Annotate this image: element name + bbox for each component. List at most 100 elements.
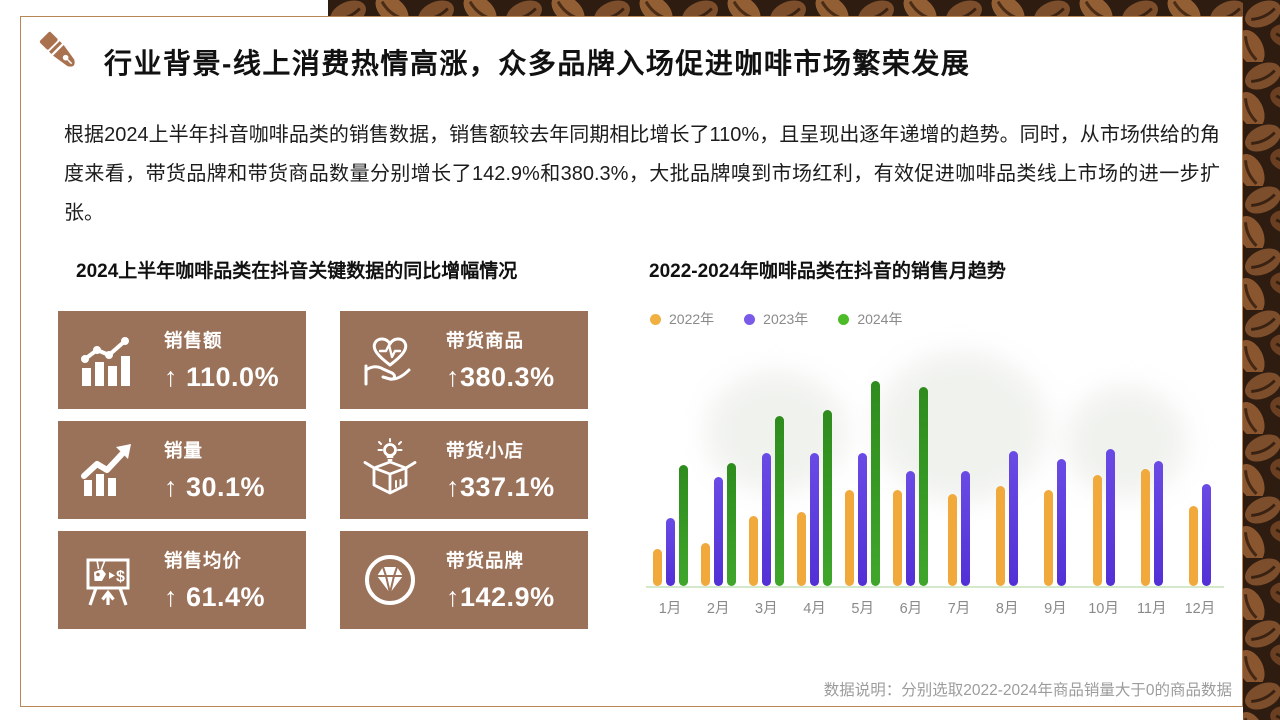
stat-value: ↑ 30.1%: [164, 472, 266, 502]
x-axis-label-8月: 8月: [995, 601, 1019, 617]
chart-section-heading: 2022-2024年咖啡品类在抖音的销售月趋势: [649, 261, 1006, 282]
chart-bar-2024年-3月: [774, 416, 784, 586]
chart-bar-2023年-2月: [713, 477, 723, 586]
chart-bar-2023年-5月: [858, 453, 868, 586]
stat-label: 带货商品: [446, 330, 525, 351]
bar-group-7月: [937, 471, 981, 586]
chart-bar-2023年-11月: [1153, 461, 1163, 586]
chart-bar-2022年-5月: [845, 490, 855, 586]
x-axis-label-12月: 12月: [1184, 601, 1216, 617]
stat-card-shops: 带货小店 ↑337.1%: [340, 421, 588, 519]
x-axis-label-5月: 5月: [851, 601, 874, 617]
chart-bar-2022年-6月: [893, 490, 903, 586]
stat-value: ↑142.9%: [446, 582, 555, 612]
chart-bar-2023年-1月: [665, 518, 675, 586]
legend-label: 2024年: [857, 311, 903, 327]
legend-label: 2022年: [669, 311, 715, 327]
stat-label: 销售额: [164, 330, 223, 351]
data-footnote: 数据说明：分别选取2022-2024年商品销量大于0的商品数据: [823, 682, 1232, 699]
coffee-beans-photo-right: [1243, 0, 1280, 720]
chart-bar-2022年-2月: [700, 543, 710, 586]
chart-bar-2022年-10月: [1092, 475, 1102, 586]
x-axis-label-10月: 10月: [1088, 601, 1119, 617]
legend-item-2022年: 2022年: [650, 309, 714, 329]
watermark-blob: [1066, 387, 1186, 497]
x-axis-label-2月: 2月: [706, 601, 730, 617]
bar-group-11月: [1130, 461, 1174, 586]
stat-value: ↑ 110.0%: [164, 362, 280, 392]
x-axis-label-9月: 9月: [1044, 601, 1067, 617]
chart-bar-2022年-7月: [948, 494, 958, 586]
stats-grid: 销售额 ↑ 110.0% 带货商品 ↑380.3%: [58, 311, 588, 629]
stat-label: 带货小店: [446, 440, 525, 461]
body-paragraph: 根据2024上半年抖音咖啡品类的销售数据，销售额较去年同期相比增长了110%，且…: [64, 124, 1220, 224]
chart-bar-2024年-2月: [726, 463, 736, 586]
stat-label: 销售均价: [164, 550, 243, 571]
bar-group-2月: [696, 463, 740, 586]
x-axis-label-4月: 4月: [803, 601, 826, 617]
bar-group-12月: [1178, 484, 1222, 586]
chart-bar-2022年-3月: [748, 516, 758, 586]
legend-item-2023年: 2023年: [744, 309, 808, 329]
price-board-easel-icon: $: [76, 548, 140, 612]
x-axis-label-3月: 3月: [755, 601, 778, 617]
x-axis-label-11月: 11月: [1136, 601, 1167, 617]
chart-bar-2022年-4月: [797, 512, 807, 586]
stats-section-heading: 2024上半年咖啡品类在抖音关键数据的同比增幅情况: [76, 261, 518, 282]
bar-group-3月: [744, 416, 788, 586]
monthly-sales-bar-chart: 2022年 2023年 2024年 1月 2月 3月 4月 5月 6月 7月 8月 9月 10月 11月…: [646, 308, 1224, 620]
bar-group-1月: [648, 465, 692, 586]
stat-label: 销量: [164, 440, 204, 461]
pen-nib-icon: [33, 25, 93, 85]
bar-group-9月: [1033, 459, 1077, 586]
bar-group-5月: [841, 381, 885, 586]
bar-group-10月: [1082, 449, 1126, 586]
chart-bar-2023年-10月: [1105, 449, 1115, 586]
page-title: 行业背景-线上消费热情高涨，众多品牌入场促进咖啡市场繁荣发展: [104, 48, 971, 79]
chart-bar-2022年-8月: [996, 486, 1006, 586]
legend-item-2024年: 2024年: [838, 309, 902, 329]
stat-card-sales-amount: 销售额 ↑ 110.0%: [58, 311, 306, 409]
open-box-bulb-icon: [358, 438, 422, 502]
stat-value: ↑337.1%: [446, 472, 555, 502]
chart-bar-2024年-6月: [919, 387, 929, 586]
legend-dot: [744, 313, 756, 325]
chart-bar-2022年-1月: [652, 549, 662, 586]
chart-bar-2023年-12月: [1201, 484, 1211, 586]
bar-group-4月: [793, 410, 837, 586]
hand-heart-pulse-icon: [358, 328, 422, 392]
stat-label: 带货品牌: [446, 550, 525, 571]
svg-text:$: $: [116, 569, 125, 586]
chart-xlabels: 1月 2月 3月 4月 5月 6月 7月 8月 9月 10月 11月 12月: [646, 597, 1224, 618]
legend-dot: [650, 313, 661, 325]
chart-bar-2023年-8月: [1009, 451, 1019, 586]
coffee-beans-photo-top: [328, 0, 1280, 18]
chart-bar-2023年-3月: [761, 453, 771, 586]
bar-group-8月: [985, 451, 1029, 586]
stat-card-average-price: $ 销售均价 ↑ 61.4%: [58, 531, 306, 629]
chart-bar-2022年-11月: [1140, 469, 1150, 586]
stat-value: ↑380.3%: [446, 362, 555, 392]
chart-bar-2023年-7月: [961, 471, 971, 586]
legend-label: 2023年: [763, 311, 809, 327]
chart-bar-2024年-5月: [871, 381, 881, 586]
chart-bar-2024年-4月: [823, 410, 833, 586]
bar-group-6月: [889, 387, 933, 586]
bar-chart-trend-icon: [76, 328, 140, 392]
x-axis-label-1月: 1月: [658, 601, 682, 617]
stat-value: ↑ 61.4%: [164, 582, 266, 612]
diamond-circle-icon: [358, 548, 422, 612]
growth-bars-arrow-icon: [76, 438, 140, 502]
stat-card-sales-volume: 销量 ↑ 30.1%: [58, 421, 306, 519]
chart-bar-2022年-9月: [1044, 490, 1054, 586]
chart-bar-2023年-4月: [810, 453, 820, 586]
x-axis-label-6月: 6月: [899, 601, 923, 617]
chart-bar-2022年-12月: [1188, 506, 1198, 586]
chart-bar-2023年-6月: [906, 471, 916, 586]
stat-card-brands: 带货品牌 ↑142.9%: [340, 531, 588, 629]
chart-legend: 2022年 2023年 2024年: [650, 308, 1224, 330]
chart-bar-2023年-9月: [1057, 459, 1067, 586]
x-axis-label-7月: 7月: [947, 601, 971, 617]
legend-dot: [838, 313, 850, 325]
chart-bar-2024年-1月: [678, 465, 688, 586]
